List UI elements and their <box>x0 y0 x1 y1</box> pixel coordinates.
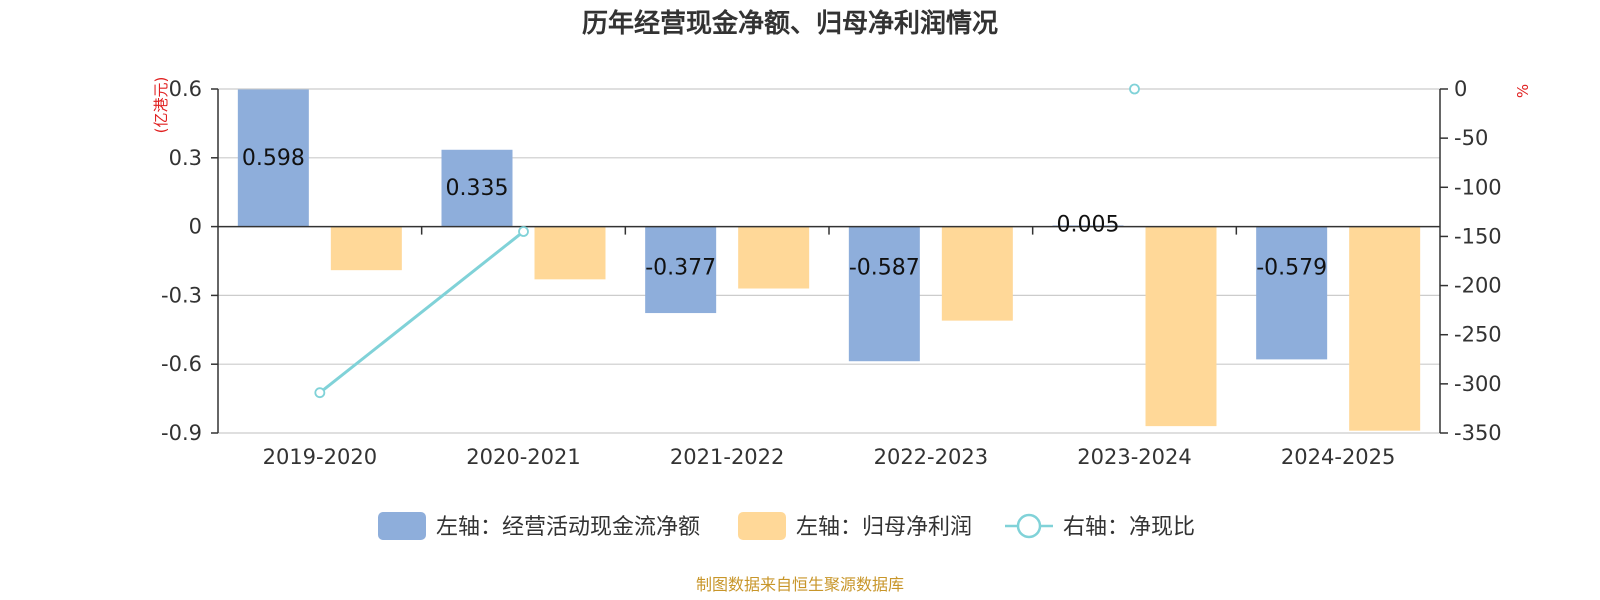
right-tick-label: -200 <box>1454 274 1502 298</box>
category-label: 2024-2025 <box>1281 445 1395 469</box>
bar-1-4 <box>1145 226 1217 427</box>
bar-0-2 <box>645 226 717 314</box>
bar-0-1 <box>441 149 513 227</box>
bar-1-0 <box>330 226 402 271</box>
right-tick-label: 0 <box>1454 77 1467 101</box>
bar-data-label: -0.587 <box>849 256 920 281</box>
right-tick-label: -100 <box>1454 175 1502 199</box>
line-point-4 <box>1129 83 1140 95</box>
line-point-0 <box>314 387 326 399</box>
bar-data-label: -0.579 <box>1256 256 1327 281</box>
left-tick-label: -0.3 <box>161 283 202 307</box>
category-label: 2022-2023 <box>874 445 988 469</box>
bar-0-0 <box>237 89 309 227</box>
bar-0-3 <box>848 226 920 362</box>
right-tick-label: -350 <box>1454 421 1502 445</box>
right-axis-unit: % <box>1514 84 1532 98</box>
bar-data-label: -0.377 <box>645 256 716 281</box>
left-tick-label: 0 <box>189 215 202 239</box>
bar-1-3 <box>941 226 1013 321</box>
axes: 0.6 0.3 0 -0.3 -0.6 -0.9 0 -50 -100 -150 -200 -250 -… <box>161 77 1502 469</box>
right-tick-label: -250 <box>1454 323 1502 347</box>
left-tick-label: -0.6 <box>161 352 202 376</box>
right-tick-label: -50 <box>1454 126 1488 150</box>
legend-swatch-1 <box>738 512 786 540</box>
legend: 左轴：经营活动现金流净额 左轴：归母净利润 右轴：净现比 <box>378 512 1195 540</box>
left-axis-unit: (亿港元) <box>152 77 170 134</box>
bar-data-label: 0.598 <box>242 146 305 171</box>
line-point-1 <box>518 226 529 237</box>
category-label: 2023-2024 <box>1077 445 1191 469</box>
legend-label-2: 右轴：净现比 <box>1063 515 1195 540</box>
left-tick-label: -0.9 <box>161 421 202 445</box>
bar-0-5 <box>1256 226 1328 360</box>
right-tick-label: -300 <box>1454 372 1502 396</box>
line-series <box>314 83 1140 399</box>
category-label: 2019-2020 <box>263 445 377 469</box>
legend-swatch-marker <box>1016 513 1042 539</box>
category-label: 2020-2021 <box>466 445 580 469</box>
legend-label-1: 左轴：归母净利润 <box>796 515 972 540</box>
left-tick-label: 0.3 <box>169 146 202 170</box>
data-labels: 0.598 0.335 -0.377 -0.587 0.005 -0.579 <box>242 146 1327 281</box>
left-tick-label: 0.6 <box>169 77 202 101</box>
legend-label-0: 左轴：经营活动现金流净额 <box>436 515 700 540</box>
bar-1-2 <box>738 226 810 289</box>
bar-data-label: 0.005 <box>1057 213 1120 238</box>
bar-data-label: 0.335 <box>446 176 509 201</box>
legend-swatch-0 <box>378 512 426 540</box>
source-note: 制图数据来自恒生聚源数据库 <box>696 575 904 594</box>
grid-lines <box>218 88 1440 434</box>
bar-series <box>237 89 1421 431</box>
bar-1-5 <box>1349 226 1421 431</box>
chart-title: 历年经营现金净额、归母净利润情况 <box>582 8 998 39</box>
line-segment <box>318 230 525 394</box>
right-tick-label: -150 <box>1454 224 1502 248</box>
bar-1-1 <box>534 226 606 280</box>
category-label: 2021-2022 <box>670 445 784 469</box>
